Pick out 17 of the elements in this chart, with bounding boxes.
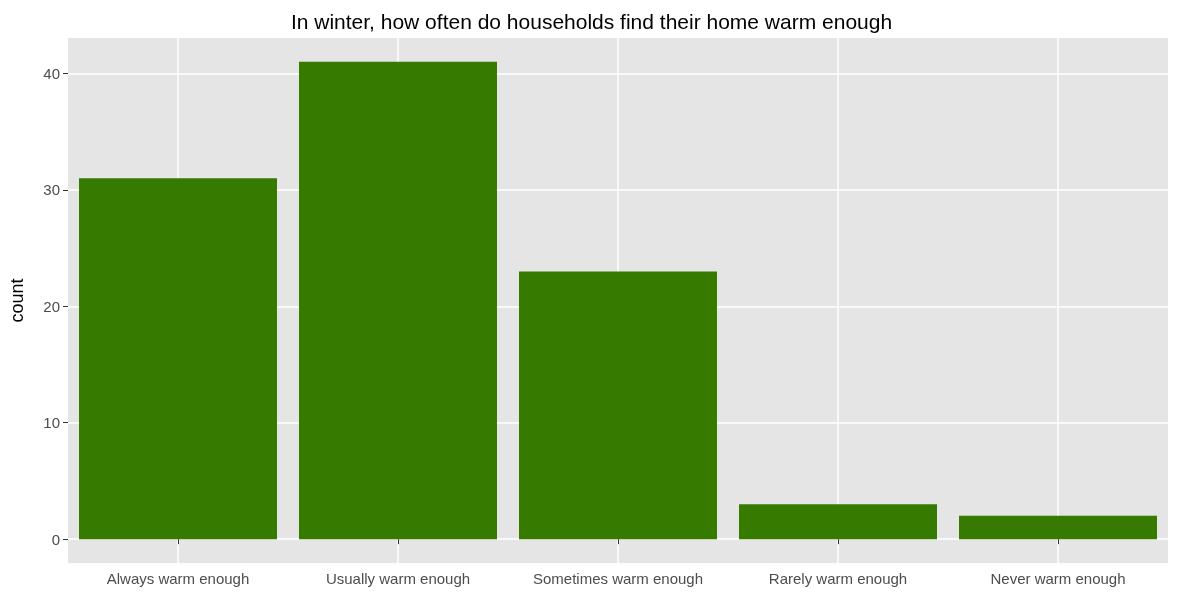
x-tick-label: Never warm enough [990, 570, 1126, 587]
y-tick-label: 10 [43, 414, 60, 432]
x-tick-label: Usually warm enough [325, 570, 471, 587]
y-tick-label: 20 [43, 297, 60, 315]
y-axis-title: count [7, 278, 27, 323]
y-tick-label: 40 [43, 65, 60, 82]
y-tick-label: 30 [43, 181, 60, 199]
bar [959, 515, 1157, 540]
x-tick-label: Always warm enough [106, 570, 250, 587]
bar [299, 61, 497, 540]
bar [519, 271, 717, 540]
x-tick-label: Rarely warm enough [768, 570, 908, 587]
chart-title: In winter, how often do households find their home warm enough [290, 10, 893, 33]
y-tick-label: 0 [51, 530, 60, 548]
x-tick-label: Sometimes warm enough [532, 570, 704, 587]
bar [739, 504, 937, 540]
bar [79, 178, 277, 540]
